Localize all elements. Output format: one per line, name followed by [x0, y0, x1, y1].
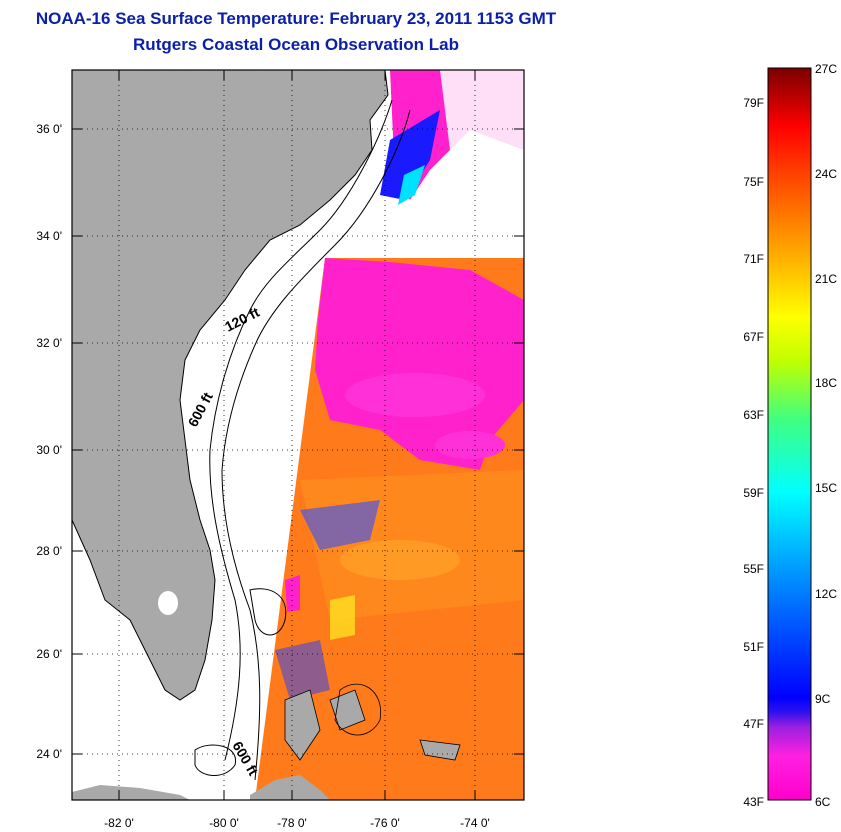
cuba-land [250, 775, 330, 800]
andros-island [284, 689, 321, 761]
graticule [72, 70, 524, 800]
lat-label-36: 36 0' [36, 122, 62, 136]
cb-label-71f: 71F [743, 252, 764, 266]
cb-label-15c: 15C [815, 481, 837, 495]
lat-label-32: 32 0' [36, 336, 62, 350]
cb-label-51f: 51F [743, 640, 764, 654]
lon-label-74: -74 0' [460, 816, 490, 830]
cb-label-55f: 55F [743, 562, 764, 576]
cb-label-18c: 18C [815, 376, 837, 390]
cold-coastal-water [380, 110, 440, 200]
cuba-west-land [72, 785, 190, 800]
cb-label-24c: 24C [815, 167, 837, 181]
cloud-fleck [285, 575, 300, 612]
us-coastline-land [72, 70, 389, 701]
map-title: NOAA-16 Sea Surface Temperature: Februar… [35, 9, 557, 28]
lat-label-34: 34 0' [36, 229, 62, 243]
lake-okeechobee [158, 591, 178, 615]
bahamas-island [419, 739, 461, 761]
cool-shelf-water [275, 640, 330, 700]
lat-label-30: 30 0' [36, 443, 62, 457]
warm-sst-eddy [340, 540, 460, 580]
lon-label-80: -80 0' [209, 816, 239, 830]
lat-label-28: 28 0' [36, 544, 62, 558]
cb-label-75f: 75F [743, 175, 764, 189]
contour-120ft [209, 99, 393, 761]
colorbar-fahrenheit-labels: 79F 75F 71F 67F 63F 59F 55F 51F 47F 43F [743, 96, 764, 809]
contour-600ft [221, 109, 411, 781]
coastal-front [398, 165, 425, 205]
lon-label-82: -82 0' [104, 816, 134, 830]
lon-label-78: -78 0' [277, 816, 307, 830]
cb-label-47f: 47F [743, 717, 764, 731]
cool-eddy [300, 500, 380, 550]
cb-label-12c: 12C [815, 587, 837, 601]
cloud-patch [435, 431, 505, 459]
cb-label-63f: 63F [743, 408, 764, 422]
lon-label-76: -76 0' [370, 816, 400, 830]
contour-exuma [334, 683, 382, 736]
cb-label-43f: 43F [743, 795, 764, 809]
cb-label-59f: 59F [743, 486, 764, 500]
colorbar-celsius-labels: 27C 24C 21C 18C 15C 12C 9C 6C [815, 62, 837, 809]
cb-label-67f: 67F [743, 330, 764, 344]
latitude-labels: 36 0' 34 0' 32 0' 30 0' 28 0' 26 0' 24 0… [36, 122, 62, 761]
lat-label-26: 26 0' [36, 647, 62, 661]
cb-label-9c: 9C [815, 692, 831, 706]
longitude-labels: -82 0' -80 0' -78 0' -76 0' -74 0' [104, 816, 490, 830]
shallow-bank-warm [330, 595, 355, 640]
temperature-colorbar [767, 67, 812, 801]
map-frame [71, 69, 525, 801]
cloud-band [345, 373, 485, 417]
cb-label-21c: 21C [815, 272, 837, 286]
exuma-island [329, 689, 366, 731]
lat-label-24: 24 0' [36, 747, 62, 761]
cb-label-6c: 6C [815, 795, 831, 809]
cb-label-79f: 79F [743, 96, 764, 110]
contour-bank [249, 588, 287, 636]
tick-marks [72, 70, 524, 800]
contour-cay [194, 744, 236, 776]
clear-sky-top [440, 70, 524, 240]
map-subtitle: Rutgers Coastal Ocean Observation Lab [133, 35, 459, 54]
cloud-mask-north [315, 258, 524, 470]
cb-label-27c: 27C [815, 62, 837, 76]
